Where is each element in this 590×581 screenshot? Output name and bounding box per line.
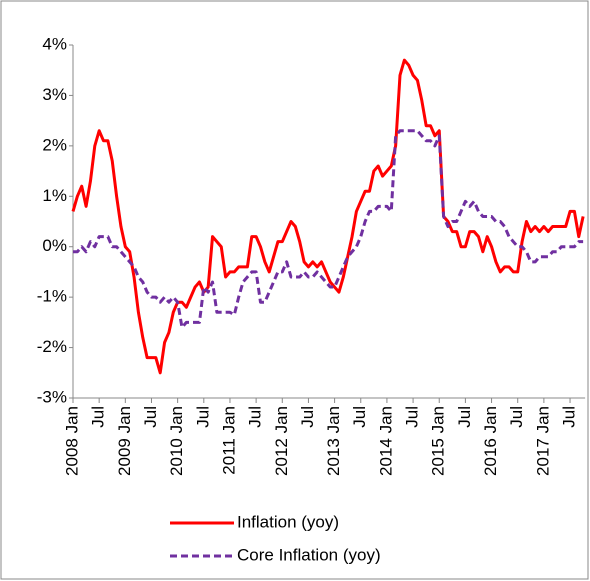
x-tick-label: 2012 Jan [272, 406, 291, 476]
y-tick-label: -2% [37, 337, 67, 356]
x-tick-label: 2008 Jan [62, 406, 81, 476]
x-tick-label: 2009 Jan [115, 406, 134, 476]
x-tick-label: Jul [298, 406, 317, 428]
x-tick-label: Jul [89, 406, 108, 428]
legend-label: Core Inflation (yoy) [237, 545, 381, 564]
x-tick-label: 2015 Jan [429, 406, 448, 476]
y-tick-label: 4% [42, 34, 67, 53]
x-tick-label: Jul [193, 406, 212, 428]
series-line [73, 129, 584, 329]
series-line [71, 58, 585, 375]
y-tick-label: 3% [42, 85, 67, 104]
x-tick-label: 2017 Jan [533, 406, 552, 476]
y-tick-label: 1% [42, 186, 67, 205]
x-tick-label: Jul [507, 406, 526, 428]
x-tick-label: 2014 Jan [376, 406, 395, 476]
x-tick-label: Jul [560, 406, 579, 428]
x-tick-label: Jul [403, 406, 422, 428]
x-tick-label: 2011 Jan [219, 406, 238, 475]
y-tick-label: 2% [42, 135, 67, 154]
x-tick-label: 2013 Jan [324, 406, 343, 476]
x-tick-label: 2016 Jan [481, 406, 500, 476]
x-tick-label: Jul [246, 406, 265, 428]
y-tick-label: 0% [42, 236, 67, 255]
x-tick-label: Jul [455, 406, 474, 428]
y-tick-label: -1% [37, 287, 67, 306]
y-tick-label: -3% [37, 387, 67, 406]
legend-label: Inflation (yoy) [237, 512, 339, 531]
x-tick-label: Jul [350, 406, 369, 428]
x-tick-label: 2010 Jan [167, 406, 186, 476]
x-tick-label: Jul [141, 406, 160, 428]
